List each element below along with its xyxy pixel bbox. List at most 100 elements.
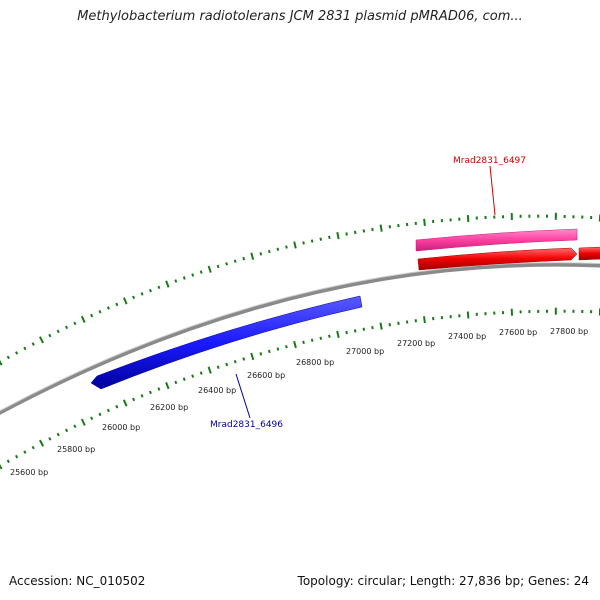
inner-ring-minor-tick [225,362,229,367]
outer-ring-major-tick [423,218,426,227]
inner-ring-major-tick [379,322,383,330]
inner-ring-minor-tick [140,394,144,398]
outer-ring-minor-tick [23,346,27,351]
outer-ring-minor-tick [56,329,60,334]
outer-ring-major-tick [250,252,255,260]
outer-ring-minor-tick [191,273,195,277]
inner-ring-minor-tick [242,357,246,361]
outer-ring-major-tick [336,232,340,240]
inner-ring-minor-tick [23,450,27,454]
outer-ring-minor-tick [233,259,237,263]
inner-ring-minor-tick [64,428,69,433]
outer-ring-minor-tick [182,276,186,280]
outer-ring-minor-tick [148,288,152,293]
outer-ring-minor-tick [106,306,110,310]
outer-ring-minor-tick [216,264,220,269]
inner-ring-minor-tick [328,334,331,338]
inner-ring-minor-tick [98,412,102,417]
outer-ring-minor-tick [157,285,161,290]
inner-ring-minor-tick [319,336,323,340]
inner-ring-major-tick [39,439,45,447]
outer-ring-minor-tick [310,239,314,243]
inner-ring-minor-tick [310,338,314,342]
outer-ring-minor-tick [6,355,10,360]
inner-ring-minor-tick [362,327,366,331]
outer-ring-major-tick [165,280,170,288]
tick-label-26000: 26000 bp [102,423,140,432]
inner-ring-minor-tick [353,329,357,333]
outer-ring-minor-tick [64,325,69,330]
inner-ring-minor-tick [191,374,195,378]
inner-ring-minor-tick [216,365,220,370]
gene-label-6496[interactable]: Mrad2831_6496 [210,420,283,430]
inner-ring-minor-tick [371,326,374,330]
outer-ring-minor-tick [31,342,35,346]
inner-ring-minor-tick [90,416,94,421]
outer-ring-minor-tick [174,279,178,283]
inner-ring-major-tick [250,352,255,361]
inner-ring-minor-tick [199,371,203,375]
outer-ring-minor-tick [285,245,288,249]
inner-ring-minor-tick [285,345,288,349]
outer-ring-minor-tick [276,247,280,251]
gene-mrad2831-6496-arrow[interactable] [90,295,363,390]
outer-ring-minor-tick [267,249,271,254]
tick-label-27400: 27400 bp [448,332,486,341]
inner-ring-minor-tick [388,323,391,327]
tick-label-27200: 27200 bp [397,339,435,348]
outer-ring-minor-tick [302,241,305,245]
inner-ring-minor-tick [106,408,110,413]
outer-ring-minor-tick [48,333,52,338]
outer-tick-ring [0,212,600,366]
outer-ring-major-tick [379,224,383,232]
outer-ring-minor-tick [328,235,331,240]
plasmid-backbone-highlight [0,262,600,412]
tick-label-26600: 26600 bp [247,371,285,380]
inner-ring-major-tick [80,418,86,426]
topology-summary: Topology: circular; Length: 27,836 bp; G… [297,574,589,588]
tick-label-27000: 27000 bp [346,347,384,356]
gene-mrad2831-6497-arrow[interactable] [415,228,578,252]
gene-label-6497[interactable]: Mrad2831_6497 [453,156,526,166]
inner-ring-minor-tick [31,445,35,450]
outer-ring-minor-tick [345,232,348,236]
cds-forward-arrow-2[interactable] [578,246,600,261]
inner-ring-minor-tick [15,454,19,459]
inner-ring-minor-tick [302,340,305,345]
cds-forward-arrow-1[interactable] [417,247,578,271]
inner-ring-major-tick [165,382,170,390]
inner-ring-minor-tick [397,321,400,325]
plasmid-backbone [0,262,600,415]
outer-ring-major-tick [466,215,470,223]
outer-ring-major-tick [207,265,212,273]
inner-ring-minor-tick [132,397,136,402]
tick-label-27800: 27800 bp [550,327,588,336]
inner-ring-major-tick [0,463,3,470]
outer-ring-major-tick [122,297,128,305]
gene-label-leader-6497 [489,165,496,216]
outer-ring-minor-tick [319,237,323,241]
outer-ring-minor-tick [362,229,366,233]
outer-ring-minor-tick [115,302,119,307]
inner-ring-minor-tick [267,349,271,354]
inner-ring-minor-tick [56,432,60,437]
outer-ring-minor-tick [371,227,374,232]
outer-ring-minor-tick [15,351,19,355]
tick-label-25600: 25600 bp [10,468,48,477]
inner-ring-minor-tick [157,387,161,391]
map-title: Methylobacterium radiotolerans JCM 2831 … [77,9,523,24]
inner-ring-major-tick [207,366,212,374]
tick-label-25800: 25800 bp [57,445,95,454]
tick-label-26200: 26200 bp [150,403,188,412]
inner-ring-major-tick [336,330,340,339]
outer-ring-major-tick [293,241,297,249]
inner-ring-minor-tick [6,459,10,464]
inner-ring-minor-tick [115,404,119,409]
outer-ring-minor-tick [140,292,144,296]
outer-ring-minor-tick [132,295,136,300]
inner-ring-minor-tick [148,390,152,395]
tick-label-26400: 26400 bp [198,386,236,395]
inner-ring-minor-tick [233,359,237,364]
tick-label-26800: 26800 bp [296,358,334,367]
